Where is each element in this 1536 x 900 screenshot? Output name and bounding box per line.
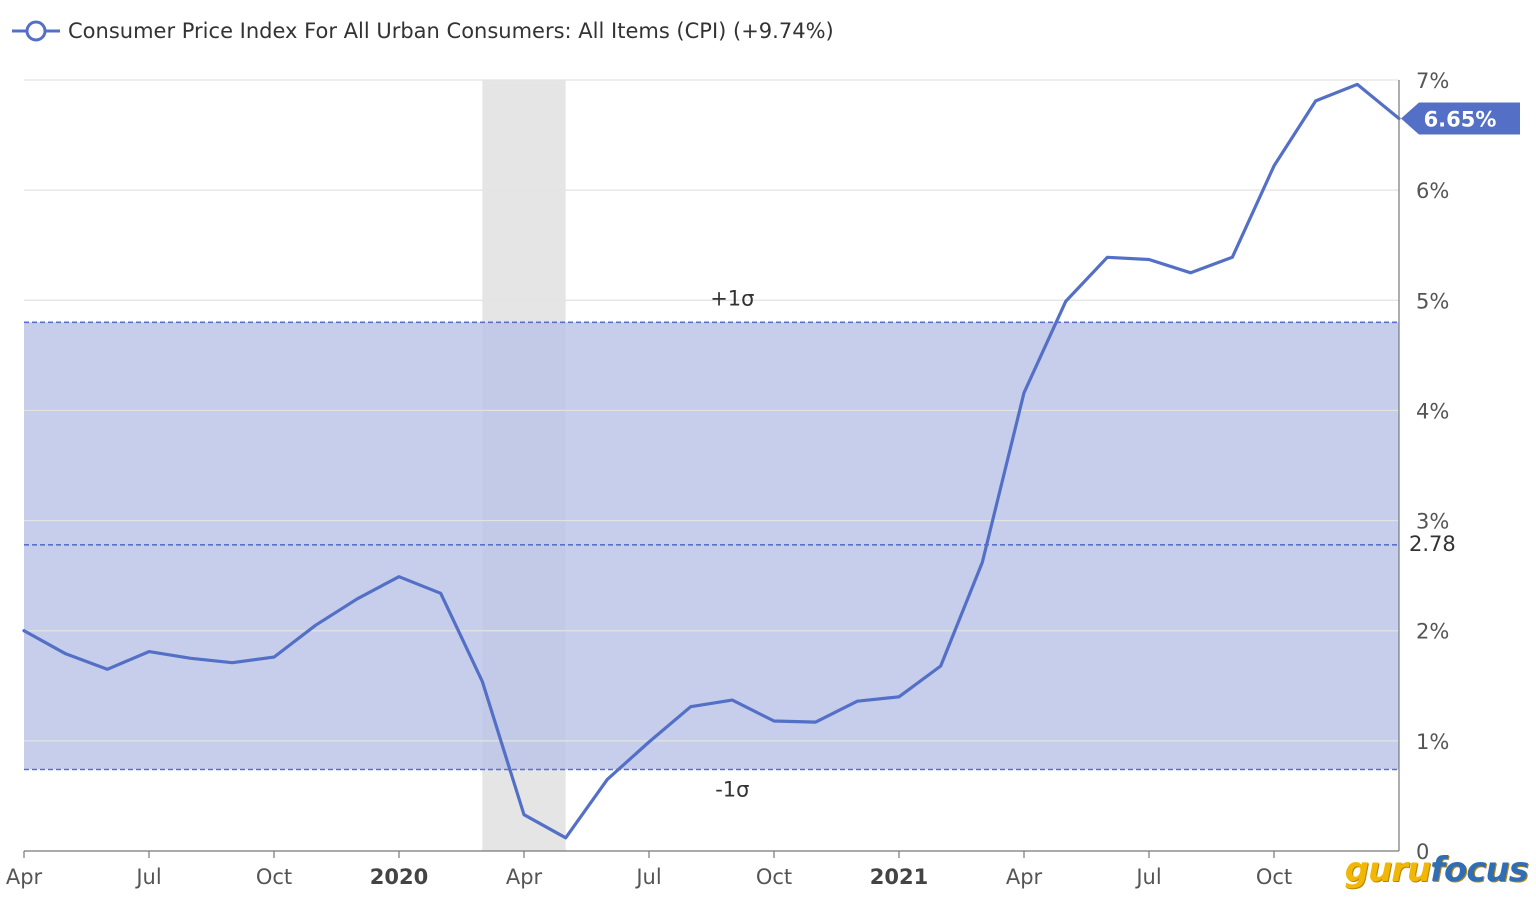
series-line-layer: [22, 82, 1401, 840]
circle-line-marker-icon: [12, 20, 60, 42]
last-value-label: 6.65%: [1424, 108, 1497, 132]
legend-item[interactable]: Consumer Price Index For All Urban Consu…: [10, 14, 834, 48]
x-tick-label: Oct: [756, 865, 792, 889]
mean-label: 2.78: [1409, 532, 1456, 556]
grid-layer: [24, 79, 1399, 742]
x-tick-label: Apr: [1006, 865, 1043, 889]
logo-part-guru: guru: [1344, 850, 1432, 890]
cpi-series-line: [22, 82, 1401, 840]
last-value-badge: [1401, 102, 1520, 135]
y-tick-label: 3%: [1416, 510, 1449, 534]
axis-layer: 0 1% 2% 3% 4% 5% 6% 7% Apr Jul Oct 2020 Apr Jul Oct 202…: [6, 69, 1450, 889]
legend-label: Consumer Price Index For All Urban Consu…: [68, 19, 834, 43]
label-layer: +1σ -1σ 2.78 6.65%: [710, 102, 1520, 801]
y-tick-label: 0: [1416, 840, 1429, 864]
sigma-band: [24, 322, 1399, 770]
y-tick-label: 5%: [1416, 289, 1449, 313]
sigma-band-layer: [24, 321, 1399, 771]
x-tick-label: Oct: [256, 865, 292, 889]
x-tick-label: Jul: [1134, 865, 1161, 889]
y-tick-label: 4%: [1416, 399, 1449, 423]
x-tick-label: Jul: [634, 865, 661, 889]
x-tick-label: 2021: [870, 865, 928, 889]
upper-sigma-label: +1σ: [710, 286, 754, 310]
x-tick-label: Jul: [134, 865, 161, 889]
x-tick-label: Oct: [1256, 865, 1292, 889]
x-tick-label: Apr: [506, 865, 543, 889]
y-tick-label: 1%: [1416, 730, 1449, 754]
x-tick-label: 2020: [370, 865, 428, 889]
lower-sigma-label: -1σ: [715, 777, 749, 801]
y-tick-label: 2%: [1416, 620, 1449, 644]
y-tick-label: 7%: [1416, 69, 1449, 93]
gurufocus-logo: gurufocus: [1344, 850, 1529, 890]
y-tick-label: 6%: [1416, 179, 1449, 203]
x-tick-label: Apr: [6, 865, 43, 889]
logo-part-focus: focus: [1430, 850, 1529, 890]
